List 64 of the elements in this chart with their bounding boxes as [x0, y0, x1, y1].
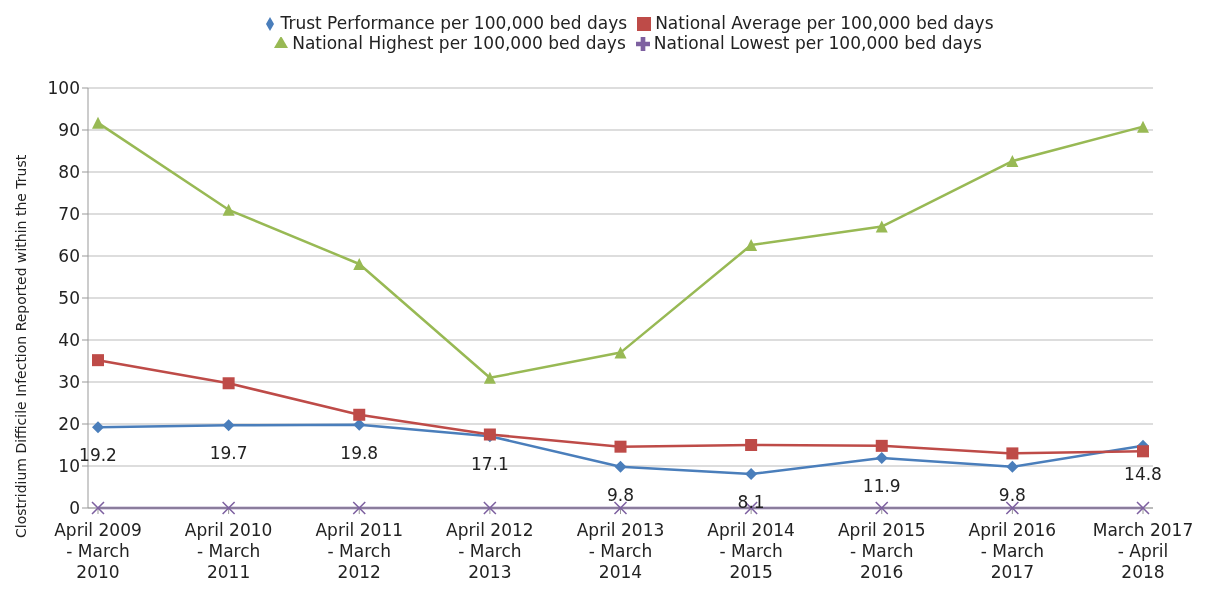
point: [1006, 155, 1019, 168]
point: [353, 408, 366, 421]
data-label: 19.7: [209, 443, 248, 464]
point: [222, 419, 235, 432]
point: [352, 501, 366, 515]
x-tick-label: April 2011 - March 2012: [315, 520, 404, 582]
legend-label: National Highest per 100,000 bed days: [292, 33, 626, 53]
y-tick-label: 70: [58, 204, 80, 225]
point: [483, 371, 496, 384]
point: [92, 116, 104, 129]
y-axis-title: Clostridium Difficile Infection Reported within the Trust: [12, 154, 29, 538]
point: [745, 239, 758, 252]
legend-label: National Lowest per 100,000 bed days: [653, 33, 982, 53]
data-label: 9.8: [606, 484, 635, 505]
point: [614, 460, 627, 473]
y-tick-label: 100: [47, 78, 80, 99]
point: [1006, 460, 1019, 473]
point: [745, 439, 758, 451]
x-tick-label: March 2017 - April 2018: [1092, 520, 1194, 582]
y-tick-label: 40: [58, 330, 80, 351]
y-tick-label: 60: [58, 246, 80, 267]
x-tick-label: April 2009 - March 2010: [54, 520, 142, 582]
point: [875, 220, 888, 233]
data-label: 9.8: [998, 484, 1026, 505]
point: [614, 440, 627, 453]
point: [92, 354, 104, 367]
y-tick-label: 80: [58, 162, 80, 183]
legend-label: National Average per 100,000 bed days: [655, 13, 994, 33]
point: [221, 501, 236, 515]
data-label: 17.1: [470, 454, 509, 475]
data-label: 19.8: [340, 442, 379, 463]
point: [92, 421, 104, 434]
y-tick-label: 30: [58, 372, 80, 393]
y-tick-label: 0: [69, 498, 80, 519]
point: [1137, 445, 1149, 458]
data-label: 8.1: [737, 492, 765, 513]
y-tick-label: 20: [58, 414, 80, 435]
point: [483, 501, 497, 515]
data-label: 11.9: [862, 476, 901, 497]
x-tick-label: April 2012 - March 2013: [446, 520, 534, 582]
x-tick-label: April 2014 - March 2015: [707, 520, 795, 582]
point: [875, 439, 888, 452]
point: [1137, 120, 1149, 133]
data-label: 19.2: [79, 445, 117, 466]
y-tick-label: 50: [58, 288, 80, 309]
x-tick-label: April 2013 - March 2014: [576, 520, 665, 582]
point: [614, 346, 627, 359]
point: [745, 467, 758, 480]
x-tick-label: April 2015 - March 2016: [837, 520, 926, 582]
point: [91, 501, 105, 515]
point: [875, 452, 888, 465]
data-label: 14.8: [1124, 463, 1162, 484]
point: [875, 501, 889, 515]
point: [1006, 447, 1019, 460]
legend-label: Trust Performance per 100,000 bed days: [280, 13, 628, 33]
y-tick-label: 90: [58, 120, 80, 141]
point: [613, 501, 628, 515]
point: [1005, 501, 1020, 515]
x-tick-label: April 2016 - March 2017: [968, 520, 1057, 582]
point: [1136, 501, 1150, 515]
point: [222, 377, 235, 390]
point: [222, 203, 235, 216]
y-tick-label: 10: [58, 456, 80, 477]
x-tick-label: April 2010 - March 2011: [184, 520, 273, 582]
